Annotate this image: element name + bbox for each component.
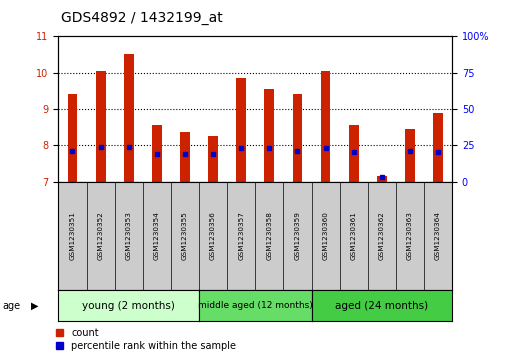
Text: GSM1230352: GSM1230352 (98, 212, 104, 260)
Bar (236, 78, 246, 182)
Text: GSM1230362: GSM1230362 (379, 212, 385, 260)
Bar (321, 71, 331, 182)
Text: ▶: ▶ (30, 301, 38, 311)
Text: GSM1230358: GSM1230358 (266, 212, 272, 260)
Bar (433, 113, 443, 182)
Text: age: age (3, 301, 21, 311)
Text: GSM1230357: GSM1230357 (238, 212, 244, 260)
Bar (208, 136, 218, 182)
Bar (96, 71, 106, 182)
Bar (293, 94, 302, 182)
Bar (405, 129, 415, 182)
Bar (180, 132, 190, 182)
Text: GSM1230355: GSM1230355 (182, 212, 188, 260)
Text: GSM1230356: GSM1230356 (210, 212, 216, 260)
Bar (264, 89, 274, 182)
Text: GSM1230359: GSM1230359 (295, 212, 300, 260)
Text: aged (24 months): aged (24 months) (335, 301, 428, 311)
Bar (124, 54, 134, 182)
Text: GSM1230353: GSM1230353 (125, 212, 132, 260)
Text: GSM1230361: GSM1230361 (351, 212, 357, 260)
Text: young (2 months): young (2 months) (82, 301, 175, 311)
Text: GSM1230354: GSM1230354 (154, 212, 160, 260)
Legend: count, percentile rank within the sample: count, percentile rank within the sample (56, 328, 236, 351)
Text: GSM1230360: GSM1230360 (323, 212, 329, 260)
Bar (68, 94, 77, 182)
Bar (377, 176, 387, 182)
Text: GSM1230363: GSM1230363 (407, 212, 413, 260)
Bar (349, 125, 359, 182)
Text: GSM1230364: GSM1230364 (435, 212, 441, 260)
Bar (152, 125, 162, 182)
Text: GDS4892 / 1432199_at: GDS4892 / 1432199_at (61, 11, 223, 25)
Text: GSM1230351: GSM1230351 (70, 212, 76, 260)
Text: middle aged (12 months): middle aged (12 months) (198, 301, 312, 310)
